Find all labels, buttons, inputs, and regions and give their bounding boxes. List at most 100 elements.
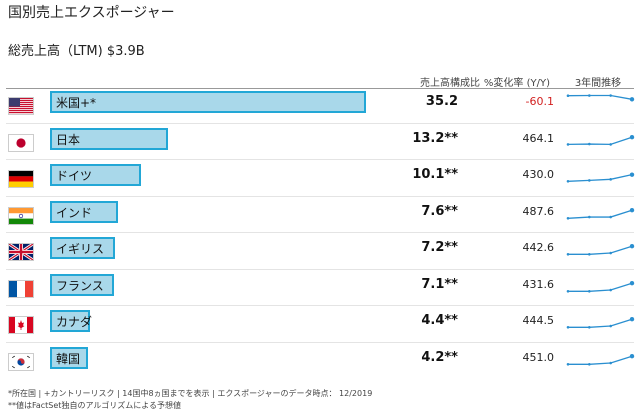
trend-point (566, 216, 570, 220)
trend-point (629, 134, 635, 139)
country-row[interactable]: イギリス 7.2** 442.6 (6, 232, 635, 268)
trend-point (609, 178, 612, 181)
change-column-header: %変化率 (Y/Y) (483, 78, 550, 89)
row-divider (6, 195, 634, 197)
footnote-estimate: **値はFactSet独自のアルゴリズムによる予想値 (8, 401, 181, 410)
footnote-scope: *所在国 | +カントリーリスク | 14国中8ヵ国までを表示 | エクスポージ… (8, 389, 373, 398)
country-row[interactable]: 日本 13.2** 464.1 (6, 123, 635, 159)
header-divider (6, 88, 634, 89)
country-name[interactable]: カナダ (56, 315, 93, 329)
france-flag-icon (8, 279, 34, 298)
share-bar (50, 310, 90, 332)
trend-line (567, 209, 633, 219)
trend-point (566, 289, 570, 293)
country-name[interactable]: ドイツ (56, 169, 93, 183)
country-name[interactable]: 米国+* (56, 96, 97, 110)
yoy-change-value: -60.1 (525, 95, 554, 108)
trend-point (566, 94, 570, 97)
country-row[interactable]: カナダ 4.4** 444.5 (6, 305, 635, 341)
country-row[interactable]: フランス 7.1** 431.6 (6, 269, 635, 305)
trend-line (567, 174, 633, 182)
share-value: 7.2** (421, 240, 458, 255)
yoy-change-value: 487.6 (522, 204, 555, 218)
share-bar (50, 164, 141, 186)
trend-point (588, 289, 591, 293)
trend-line (568, 355, 633, 365)
japan-flag-icon (8, 133, 34, 152)
row-divider (6, 305, 634, 306)
trend-sparkline (566, 317, 635, 329)
share-value: 4.4** (421, 313, 458, 328)
country-name[interactable]: 日本 (56, 132, 81, 147)
trend-point (566, 362, 570, 366)
share-bar (50, 200, 118, 223)
country-name[interactable]: 韓国 (56, 351, 81, 366)
trend-sparkline (566, 353, 635, 366)
trend-sparkline (566, 207, 635, 220)
trend-point (609, 361, 612, 364)
row-divider (6, 268, 634, 270)
country-row[interactable]: ドイツ 10.1** 430.0 (6, 159, 635, 195)
trend-point (609, 288, 612, 291)
trend-line (567, 136, 633, 145)
trend-sparkline (566, 94, 635, 102)
trend-point (566, 180, 570, 183)
trend-sparkline (566, 244, 635, 256)
trend-point (609, 324, 612, 328)
india-flag-icon (8, 206, 34, 225)
share-bar (50, 237, 115, 259)
page-title: 国別売上エクスポージャー (8, 5, 175, 21)
trend-point (609, 142, 612, 146)
us-flag-icon (8, 97, 34, 115)
trend-point (629, 244, 635, 249)
share-bar (50, 127, 168, 150)
share-value: 7.1** (421, 276, 458, 292)
trend-point (588, 326, 591, 329)
share-column-header: 売上高構成比 (420, 78, 480, 89)
trend-point (609, 251, 612, 255)
trend-point (566, 253, 570, 256)
trend-line (567, 94, 633, 100)
trend-point (629, 207, 635, 212)
canada-flag-icon (8, 316, 34, 334)
trend-point (629, 172, 635, 177)
yoy-change-value: 442.6 (522, 241, 555, 254)
share-bar (50, 346, 88, 369)
row-divider (6, 159, 634, 160)
trend-point (629, 97, 635, 102)
total-sales-label: 総売上高（LTM) $3.9B (8, 44, 145, 59)
share-bar (50, 273, 114, 296)
trend-column-header: 3年間推移 (574, 78, 622, 89)
trend-point (588, 179, 591, 182)
country-name[interactable]: フランス (56, 278, 104, 293)
trend-point (629, 317, 635, 322)
trend-sparkline (566, 280, 635, 293)
share-value: 4.2** (421, 349, 458, 365)
trend-sparkline (566, 134, 635, 146)
share-bar (50, 91, 366, 113)
uk-flag-icon (8, 243, 34, 261)
germany-flag-icon (8, 170, 34, 188)
trend-point (629, 353, 635, 358)
country-name[interactable]: イギリス (56, 242, 105, 256)
row-divider (6, 122, 634, 124)
country-row[interactable]: 米国+* 35.2 -60.1 (6, 86, 635, 122)
country-row[interactable]: インド 7.6** 487.6 (6, 196, 635, 232)
korea-flag-icon (8, 352, 34, 371)
yoy-change-value: 430.0 (522, 168, 555, 181)
trend-point (629, 280, 635, 285)
yoy-change-value: 444.5 (522, 314, 555, 327)
share-value: 7.6** (421, 203, 458, 219)
row-divider (6, 232, 634, 233)
share-value: 35.2 (425, 94, 458, 109)
row-divider (6, 341, 634, 343)
trend-point (588, 253, 591, 256)
trend-point (609, 94, 612, 97)
trend-line (568, 245, 633, 255)
country-row[interactable]: 韓国 4.2** 451.0 (6, 342, 635, 378)
country-name[interactable]: インド (56, 205, 93, 220)
trend-line (568, 282, 633, 292)
trend-sparkline (566, 172, 635, 183)
trend-point (588, 94, 591, 97)
trend-point (566, 142, 570, 146)
